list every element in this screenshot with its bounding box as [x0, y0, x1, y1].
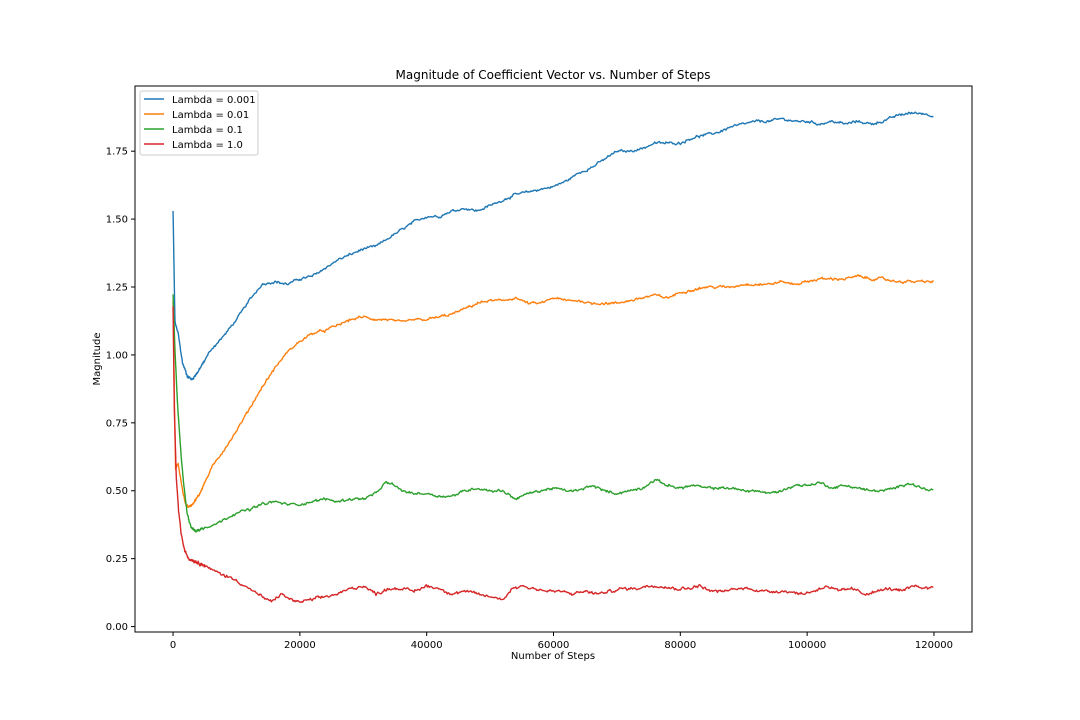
x-tick-label: 80000 — [664, 640, 696, 651]
y-tick-label: 0.00 — [106, 622, 128, 633]
legend-label-lambda-0-1: Lambda = 0.1 — [172, 125, 243, 136]
legend-box — [139, 90, 259, 156]
y-axis: 0.00 0.25 0.50 0.75 1.00 1.25 1.50 1.75 — [106, 147, 135, 633]
legend-label-lambda-1-0: Lambda = 1.0 — [172, 140, 243, 151]
y-tick-label: 1.00 — [106, 350, 128, 361]
x-tick-label: 60000 — [538, 640, 570, 651]
x-tick-label: 0 — [170, 640, 176, 651]
series-line-lambda-0-001 — [172, 111, 934, 381]
x-tick-label: 100000 — [788, 640, 826, 651]
series-line-lambda-0-1 — [172, 294, 934, 533]
x-axis: 0 20000 40000 60000 80000 100000 120000 — [170, 632, 953, 651]
y-tick-label: 1.25 — [106, 283, 128, 294]
chart-title: Magnitude of Coefficient Vector vs. Numb… — [396, 68, 711, 82]
x-tick-label: 40000 — [411, 640, 443, 651]
y-tick-label: 0.75 — [106, 418, 128, 429]
x-tick-label: 120000 — [915, 640, 953, 651]
y-tick-label: 0.25 — [106, 554, 128, 565]
y-tick-label: 1.75 — [106, 147, 128, 158]
plot-frame — [134, 85, 973, 633]
legend: Lambda = 0.001 Lambda = 0.01 Lambda = 0.… — [139, 90, 259, 156]
x-axis-title: Number of Steps — [511, 651, 595, 662]
y-tick-label: 1.50 — [106, 215, 128, 226]
series-layer — [172, 111, 934, 604]
y-axis-title: Magnitude — [92, 333, 103, 386]
series-line-lambda-0-01 — [172, 274, 934, 509]
plot-area — [134, 85, 973, 633]
legend-label-lambda-0-01: Lambda = 0.01 — [172, 110, 249, 121]
legend-label-lambda-0-001: Lambda = 0.001 — [172, 95, 256, 106]
x-tick-label: 20000 — [284, 640, 316, 651]
y-tick-label: 0.50 — [106, 486, 128, 497]
series-line-lambda-1-0 — [172, 306, 934, 604]
